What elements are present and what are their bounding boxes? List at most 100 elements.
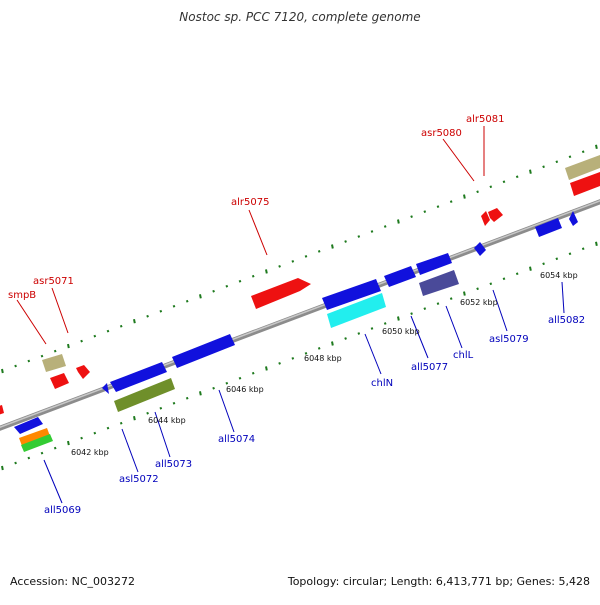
scale-tick — [40, 451, 44, 455]
kbp-label-6052: 6052 kbp — [460, 298, 498, 307]
gene-alr5081[interactable] — [570, 172, 600, 196]
scale-tick — [119, 324, 123, 328]
kbp-label-6044: 6044 kbp — [148, 416, 186, 425]
forward-gene-labels: smpB asr5071 alr5075 asr5080 alr5081 — [8, 114, 504, 301]
scale-tick — [265, 366, 268, 371]
scale-tick — [146, 314, 149, 318]
gene-alr5081-arrow[interactable] — [488, 208, 503, 222]
scale-tick — [581, 247, 585, 251]
scale-tick — [595, 144, 598, 149]
scale-tick — [1, 465, 4, 471]
scale-tick — [185, 396, 189, 400]
gene-asr5080[interactable] — [481, 211, 490, 226]
scale-tick — [463, 291, 466, 296]
scale-tick — [27, 456, 31, 460]
label-alr5075[interactable]: alr5075 — [231, 197, 269, 208]
gene-khaki-left[interactable] — [42, 354, 66, 372]
scale-tick — [291, 357, 295, 360]
scale-tick — [238, 376, 242, 380]
scale-tick — [463, 194, 466, 199]
gene-red-small[interactable] — [76, 365, 90, 379]
label-leaders — [16, 126, 565, 504]
gene-asl5072[interactable] — [110, 362, 167, 392]
scale-tick — [159, 406, 163, 410]
label-all5077[interactable]: all5077 — [411, 362, 448, 373]
scale-tick — [449, 297, 453, 300]
gene-asl5072-small[interactable] — [102, 383, 109, 394]
label-all5073[interactable]: all5073 — [155, 459, 192, 470]
label-smpB[interactable]: smpB — [8, 290, 36, 301]
scale-tick — [568, 155, 572, 159]
genome-summary-text: Topology: circular; Length: 6,413,771 bp… — [287, 575, 590, 588]
scale-tick — [489, 282, 493, 286]
label-asr5071[interactable]: asr5071 — [33, 276, 74, 287]
scale-tick — [53, 349, 57, 353]
gene-asr5071[interactable] — [50, 373, 69, 389]
scale-tick — [423, 210, 427, 213]
gene-smpB[interactable] — [0, 405, 4, 417]
gene-orange[interactable] — [19, 428, 50, 446]
kbp-label-6050: 6050 kbp — [382, 327, 420, 336]
label-all5074[interactable]: all5074 — [218, 434, 255, 445]
scale-tick — [436, 302, 440, 305]
scale-tick — [515, 175, 519, 179]
gene-all5074[interactable] — [172, 334, 235, 368]
scale-tick — [410, 215, 413, 218]
gene-chlN-blue[interactable] — [322, 279, 381, 310]
gene-all5077[interactable] — [384, 266, 416, 287]
forward-genes — [0, 155, 600, 417]
gene-alr5075[interactable] — [251, 278, 311, 309]
gene-all5073[interactable] — [114, 378, 175, 412]
label-chlN[interactable]: chlN — [371, 378, 393, 389]
scale-tick — [172, 304, 176, 308]
scale-tick — [317, 250, 321, 253]
scale-tick — [14, 364, 17, 368]
gene-blue-right[interactable] — [569, 211, 578, 226]
scale-tick — [225, 381, 229, 385]
scale-tick — [278, 362, 281, 365]
scale-tick — [67, 440, 70, 446]
scale-tick — [568, 252, 572, 256]
scale-tick — [265, 269, 268, 274]
scale-tick — [529, 266, 532, 271]
gene-khaki-right[interactable] — [565, 155, 600, 180]
gene-green[interactable] — [21, 434, 53, 452]
scale-tick — [331, 244, 334, 249]
scale-tick — [370, 327, 374, 330]
scale-tick — [304, 352, 308, 355]
scale-tick — [185, 299, 189, 303]
scale-tick — [317, 347, 321, 350]
label-all5069[interactable]: all5069 — [44, 505, 81, 516]
gene-asl5079[interactable] — [474, 242, 486, 256]
scale-tick — [27, 359, 31, 363]
scale-tick — [476, 190, 479, 194]
genome-backbone — [0, 199, 600, 431]
scale-tick — [251, 371, 255, 375]
scale-tick — [67, 343, 70, 349]
label-asl5072[interactable]: asl5072 — [119, 474, 159, 485]
scale-tick — [344, 240, 347, 243]
label-all5082[interactable]: all5082 — [548, 315, 585, 326]
scale-tick — [581, 150, 585, 154]
scale-tick — [238, 279, 242, 283]
gene-all5069[interactable] — [14, 417, 43, 434]
label-asl5079[interactable]: asl5079 — [489, 334, 529, 345]
scale-tick — [555, 160, 559, 164]
scale-tick — [357, 235, 361, 238]
label-alr5081[interactable]: alr5081 — [466, 114, 504, 125]
scale-tick — [555, 257, 559, 261]
kbp-label-6048: 6048 kbp — [304, 354, 342, 363]
scale-tick — [199, 294, 202, 299]
gene-chlL-blue[interactable] — [416, 253, 452, 275]
scale-tick — [542, 262, 545, 266]
gene-chlN[interactable] — [327, 293, 386, 328]
scale-tick — [119, 421, 123, 425]
scale-tick — [251, 274, 255, 278]
label-chlL[interactable]: chlL — [453, 350, 474, 361]
gene-all5082[interactable] — [535, 218, 562, 237]
scale-tick — [146, 411, 149, 415]
label-asr5080[interactable]: asr5080 — [421, 128, 462, 139]
gene-chlL[interactable] — [419, 270, 459, 296]
